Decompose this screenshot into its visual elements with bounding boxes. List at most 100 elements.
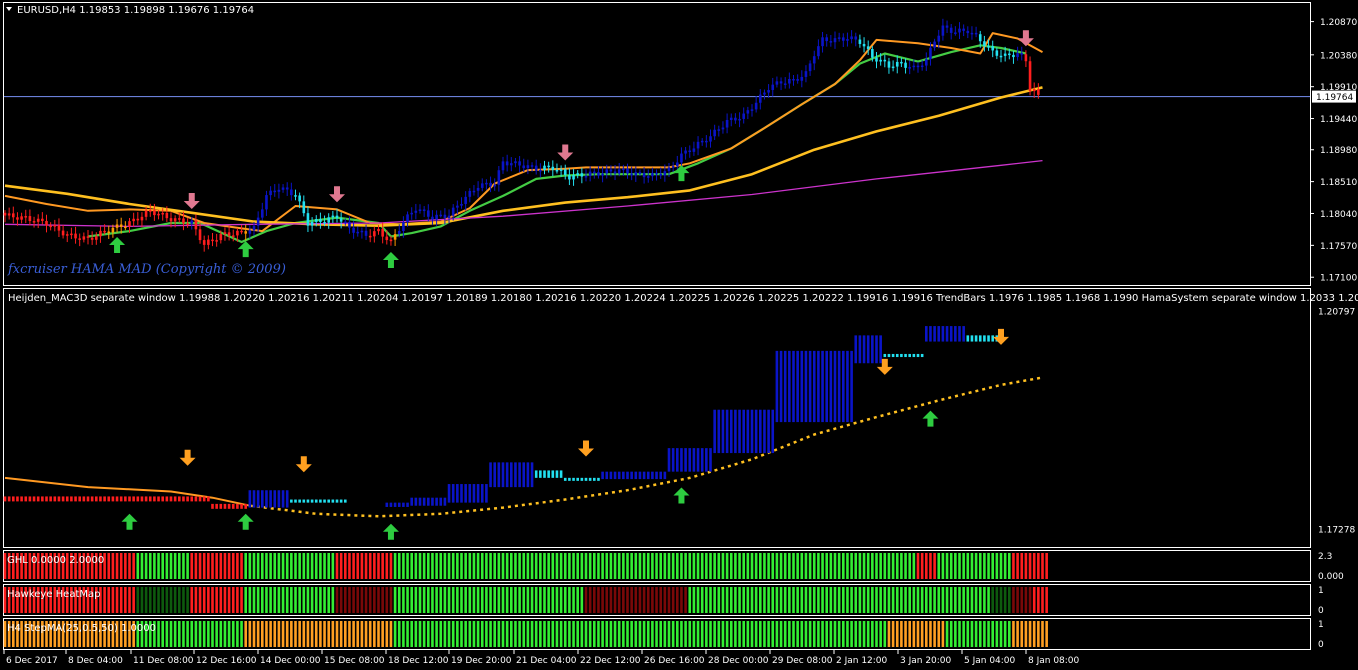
ghl-bar — [676, 553, 679, 579]
hawkeye-bar — [891, 587, 895, 613]
indicator-bar — [410, 497, 413, 506]
stepma-axis: 10 — [1318, 620, 1324, 650]
candle-body — [207, 239, 210, 245]
stepma-bar — [688, 621, 692, 647]
stepma-bar — [169, 621, 173, 647]
candle-body — [144, 210, 148, 217]
stepma-bar — [555, 621, 559, 647]
candle-body — [327, 217, 330, 223]
indicator-bar — [837, 350, 841, 423]
stepma-bar — [244, 621, 247, 647]
indicator-panel[interactable]: Heijden_MAC3D separate window 1.19988 1.… — [3, 288, 1358, 548]
stepma-bar — [783, 621, 787, 647]
indicator-bar — [613, 471, 617, 480]
sell-arrow-icon — [993, 328, 1009, 345]
ghl-bar — [86, 553, 90, 579]
candle-body — [124, 226, 127, 229]
ghl-bar — [601, 553, 604, 579]
indicator-bar — [725, 409, 729, 454]
stepma-bar — [651, 621, 654, 647]
candle-body — [1008, 53, 1011, 56]
indicator-bar — [82, 496, 86, 502]
ghl-bar — [169, 553, 173, 579]
hawkeye-panel[interactable]: Hawkeye HeatMap 10 — [3, 584, 1325, 617]
indicator-bar — [505, 462, 509, 488]
hawkeye-bar — [148, 587, 152, 613]
candle-body — [871, 48, 874, 58]
stepma-bar — [78, 621, 81, 647]
candle-body — [422, 209, 426, 211]
stepma-bar — [256, 621, 260, 647]
ghl-bar — [252, 553, 256, 579]
candle-body — [348, 221, 351, 228]
hawkeye-bar — [314, 587, 318, 613]
candle-body — [812, 56, 816, 64]
candle-body — [866, 46, 870, 49]
stepma-bar — [497, 621, 501, 647]
ghl-bar — [970, 553, 974, 579]
indicator-bar — [447, 484, 451, 503]
candle-body — [609, 169, 613, 172]
stepma-bar — [962, 621, 965, 647]
indicator-bar — [617, 471, 621, 480]
stepma-bar — [385, 621, 389, 647]
indicator-bar — [111, 496, 115, 502]
candle-body — [850, 36, 853, 40]
stepma-bar — [987, 621, 990, 647]
ghl-bar — [738, 553, 741, 579]
hawkeye-bar — [16, 587, 19, 613]
hawkeye-bar — [173, 587, 177, 613]
indicator-bar — [439, 497, 443, 506]
stepma-panel[interactable]: H4 StepMA(25,0.5,50) 1.0000 10 — [3, 618, 1325, 651]
candle-body — [186, 223, 189, 225]
stepma-bar — [223, 621, 227, 647]
candle-body — [198, 229, 202, 241]
indicator-bar — [414, 497, 418, 506]
ghl-bar — [551, 553, 555, 579]
ghl-bar — [696, 553, 700, 579]
main-price-panel[interactable]: EURUSD,H4 1.19853 1.19898 1.19676 1.1976… — [3, 2, 1358, 286]
candle-body — [651, 172, 654, 177]
ghl-bar — [584, 553, 588, 579]
ghl-bar — [850, 553, 853, 579]
candle-body — [796, 79, 799, 81]
indicator-bar — [451, 484, 455, 503]
stepma-bar — [734, 621, 737, 647]
hawkeye-bar — [360, 587, 364, 613]
hawkeye-bar — [833, 587, 837, 613]
stepma-bar — [999, 621, 1003, 647]
hawkeye-bar — [32, 587, 36, 613]
hawkeye-bar — [987, 587, 990, 613]
stepma-bar — [298, 621, 301, 647]
ghl-bar — [57, 553, 61, 579]
indicator-bar — [202, 496, 206, 502]
indicator-bar — [709, 448, 712, 472]
ghl-bar — [937, 553, 941, 579]
ghl-bar — [269, 553, 272, 579]
ghl-bar — [485, 553, 488, 579]
hawkeye-bar — [526, 587, 530, 613]
hawkeye-bar — [514, 587, 517, 613]
ghl-panel[interactable]: GHL 0.0000 2.0000 2.3 0.000 — [3, 550, 1345, 583]
candle-body — [136, 218, 140, 221]
stepma-bar — [153, 621, 156, 647]
ghl-bar — [945, 553, 949, 579]
candle-body — [480, 183, 484, 188]
hawkeye-bar — [862, 587, 866, 613]
ghl-bar — [294, 553, 297, 579]
candle-body — [435, 214, 438, 220]
indicator-bar — [277, 490, 281, 508]
hawkeye-bar — [746, 587, 750, 613]
ghl-bar — [576, 553, 579, 579]
hawkeye-bar — [281, 587, 285, 613]
candle-body — [717, 129, 721, 131]
candle-body — [655, 172, 658, 175]
dropdown-triangle-icon[interactable] — [6, 7, 12, 11]
indicator-bar — [298, 499, 301, 503]
candle-body — [368, 235, 372, 238]
candle-body — [700, 140, 704, 143]
stepma-bar — [821, 621, 824, 647]
ghl-bar — [759, 553, 762, 579]
candle-body — [991, 46, 994, 51]
